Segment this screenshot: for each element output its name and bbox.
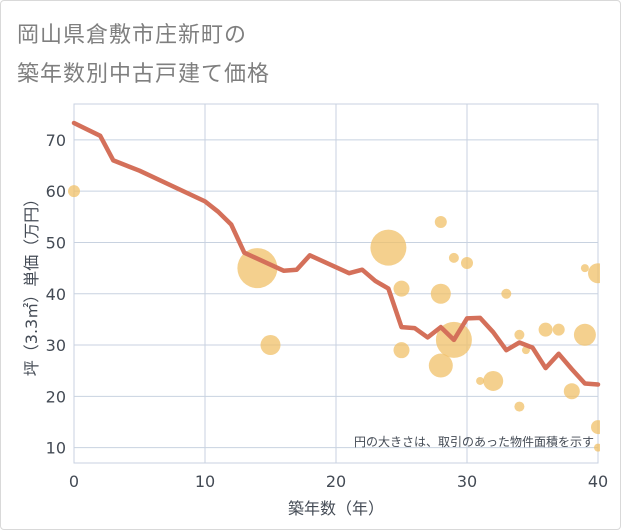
bubble-point xyxy=(68,185,80,198)
bubble-point xyxy=(260,335,281,356)
bubble-point xyxy=(591,420,600,435)
bubble-layer xyxy=(68,185,600,452)
y-tick-label: 50 xyxy=(46,233,66,252)
size-note: 円の大きさは、取引のあった物件面積を示す xyxy=(354,434,594,449)
bubble-point xyxy=(476,376,485,385)
bubble-point xyxy=(538,322,553,337)
bubble-point xyxy=(580,264,589,273)
x-tick-label: 30 xyxy=(457,472,477,491)
bubble-point xyxy=(434,215,447,228)
chart-title-line1: 岡山県倉敷市庄新町の xyxy=(17,23,248,48)
bubble-point xyxy=(393,342,410,359)
y-tick-label: 40 xyxy=(46,285,66,304)
bubble-point xyxy=(501,288,512,299)
bubble-point xyxy=(430,283,451,304)
bubble-point xyxy=(237,248,278,289)
bubble-point xyxy=(588,263,600,284)
bubble-point xyxy=(514,401,525,412)
bubble-point xyxy=(563,383,580,400)
grid-lines xyxy=(73,103,599,464)
x-tick-label: 40 xyxy=(588,472,608,491)
x-tick-label: 0 xyxy=(69,472,79,491)
x-axis-label: 築年数（年） xyxy=(288,499,384,518)
x-tick-label: 20 xyxy=(326,472,346,491)
y-tick-label: 20 xyxy=(46,387,66,406)
bubble-point xyxy=(428,353,453,378)
bubble-point xyxy=(393,280,410,297)
y-tick-label: 30 xyxy=(46,336,66,355)
x-tick-label: 10 xyxy=(195,472,215,491)
bubble-point xyxy=(514,329,525,340)
bubble-point xyxy=(370,229,407,266)
bubble-series xyxy=(68,185,600,452)
bubble-point xyxy=(594,443,600,452)
y-tick-label: 10 xyxy=(46,439,66,458)
bubble-point xyxy=(461,256,473,269)
y-tick-label: 60 xyxy=(46,182,66,201)
trend-line-group xyxy=(71,120,601,387)
y-axis-label: 坪（3.3㎡）単価（万円） xyxy=(22,191,41,376)
bubble-point xyxy=(483,370,504,391)
bubble-point xyxy=(573,323,596,346)
bubble-point xyxy=(448,252,459,263)
bubble-point xyxy=(552,323,565,336)
chart-title-line2: 築年数別中古戸建て価格 xyxy=(17,62,271,87)
trend-line xyxy=(71,120,601,387)
y-tick-label: 70 xyxy=(46,131,66,150)
